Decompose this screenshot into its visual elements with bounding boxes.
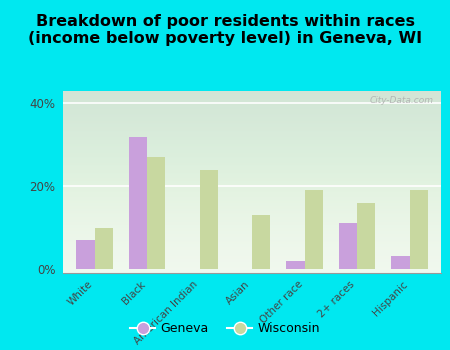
Bar bbox=[286, 261, 305, 269]
Bar bbox=[357, 203, 375, 269]
Bar bbox=[129, 136, 147, 269]
Text: Breakdown of poor residents within races
(income below poverty level) in Geneva,: Breakdown of poor residents within races… bbox=[28, 14, 422, 47]
Bar bbox=[338, 223, 357, 269]
Bar bbox=[199, 170, 218, 269]
Bar bbox=[252, 215, 270, 269]
Bar bbox=[94, 228, 113, 269]
Bar bbox=[76, 240, 94, 269]
Bar bbox=[305, 190, 323, 269]
Text: City-Data.com: City-Data.com bbox=[369, 97, 433, 105]
Bar bbox=[147, 157, 166, 269]
Bar bbox=[410, 190, 428, 269]
Legend: Geneva, Wisconsin: Geneva, Wisconsin bbox=[125, 317, 325, 340]
Bar bbox=[391, 257, 410, 269]
